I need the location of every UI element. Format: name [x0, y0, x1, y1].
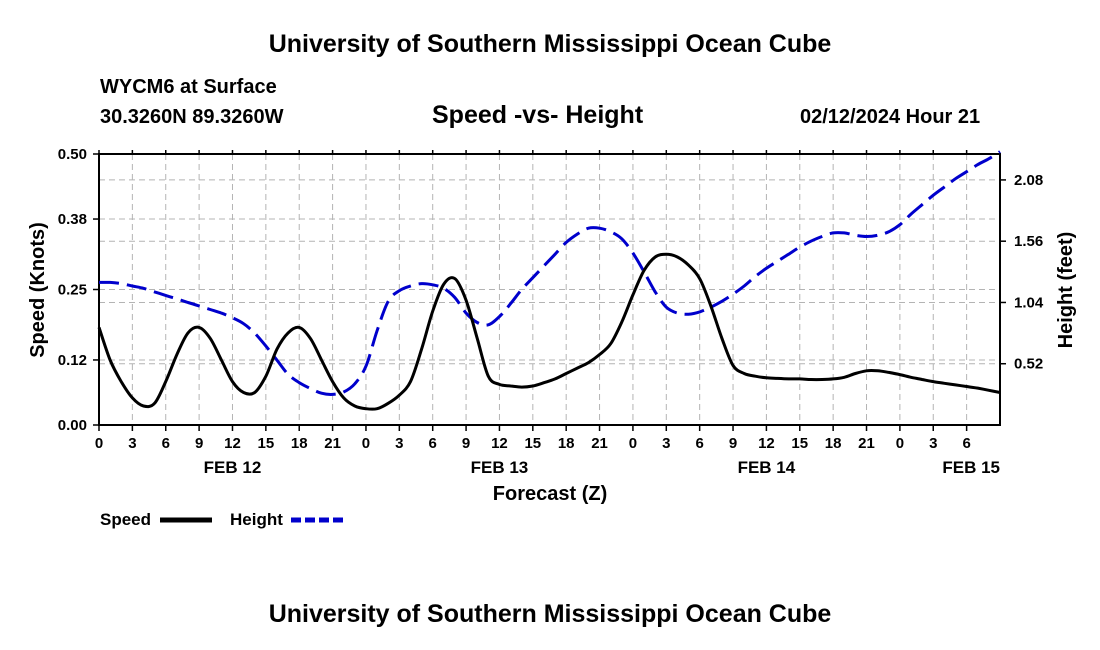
- x-tick-label: 15: [791, 435, 808, 452]
- x-tick-label: 0: [629, 435, 637, 452]
- timestamp-label: 02/12/2024 Hour 21: [800, 106, 981, 128]
- x-tick-label: 12: [224, 435, 241, 452]
- date-label: FEB 12: [204, 458, 262, 477]
- y-right-tick-label: 1.04: [1014, 294, 1044, 311]
- x-tick-label: 6: [429, 435, 437, 452]
- series-line-height: [98, 150, 1001, 396]
- x-tick-label: 3: [929, 435, 937, 452]
- y-right-tick-label: 0.52: [1014, 356, 1043, 373]
- legend-speed-label: Speed: [100, 510, 151, 529]
- x-tick-label: 12: [758, 435, 775, 452]
- y-left-tick-label: 0.12: [58, 352, 87, 369]
- date-label: FEB 14: [738, 458, 796, 477]
- x-tick-label: 9: [195, 435, 203, 452]
- x-tick-label: 0: [95, 435, 103, 452]
- y-left-tick-label: 0.38: [58, 211, 87, 228]
- x-tick-label: 21: [858, 435, 875, 452]
- x-tick-label: 18: [558, 435, 575, 452]
- page-title: University of Southern Mississippi Ocean…: [268, 30, 832, 58]
- x-tick-label: 3: [128, 435, 136, 452]
- series-layer: [97, 150, 1001, 411]
- axis-layer: 0 3 6 9 12 15 18 21 0 3 6 9 12 15 18 21 0 3 6 9 12 15 18 21 0 3 6 F…: [58, 146, 1044, 477]
- x-tick-label: 6: [695, 435, 703, 452]
- x-tick-label: 3: [662, 435, 670, 452]
- legend: Speed Height: [100, 510, 343, 529]
- x-axis-title: Forecast (Z): [493, 483, 607, 505]
- legend-height-label: Height: [230, 510, 283, 529]
- x-tick-label: 9: [462, 435, 470, 452]
- x-tick-label: 6: [162, 435, 170, 452]
- series-line-speed: [97, 252, 1001, 411]
- y-axis-left-title: Speed (Knots): [27, 222, 49, 358]
- y-left-tick-label: 0.00: [58, 417, 87, 434]
- x-tick-label: 15: [258, 435, 275, 452]
- y-right-tick-label: 2.08: [1014, 172, 1043, 189]
- y-left-tick-label: 0.25: [58, 282, 87, 299]
- location-label: 30.3260N 89.3260W: [100, 106, 284, 128]
- x-tick-label: 6: [962, 435, 970, 452]
- chart-subtitle: Speed -vs- Height: [432, 101, 644, 129]
- y-right-tick-label: 1.56: [1014, 233, 1043, 250]
- x-tick-label: 18: [825, 435, 842, 452]
- station-label: WYCM6 at Surface: [100, 76, 277, 98]
- footer-title: University of Southern Mississippi Ocean…: [268, 600, 832, 628]
- x-tick-label: 3: [395, 435, 403, 452]
- date-label: FEB 15: [942, 458, 1000, 477]
- x-tick-label: 21: [591, 435, 608, 452]
- y-axis-right-title: Height (feet): [1055, 232, 1077, 349]
- x-tick-label: 12: [491, 435, 508, 452]
- x-tick-label: 0: [362, 435, 370, 452]
- x-tick-label: 9: [729, 435, 737, 452]
- date-label: FEB 13: [471, 458, 529, 477]
- x-tick-label: 21: [324, 435, 341, 452]
- x-tick-label: 0: [896, 435, 904, 452]
- x-tick-label: 15: [524, 435, 541, 452]
- y-left-tick-label: 0.50: [58, 146, 87, 163]
- x-tick-label: 18: [291, 435, 308, 452]
